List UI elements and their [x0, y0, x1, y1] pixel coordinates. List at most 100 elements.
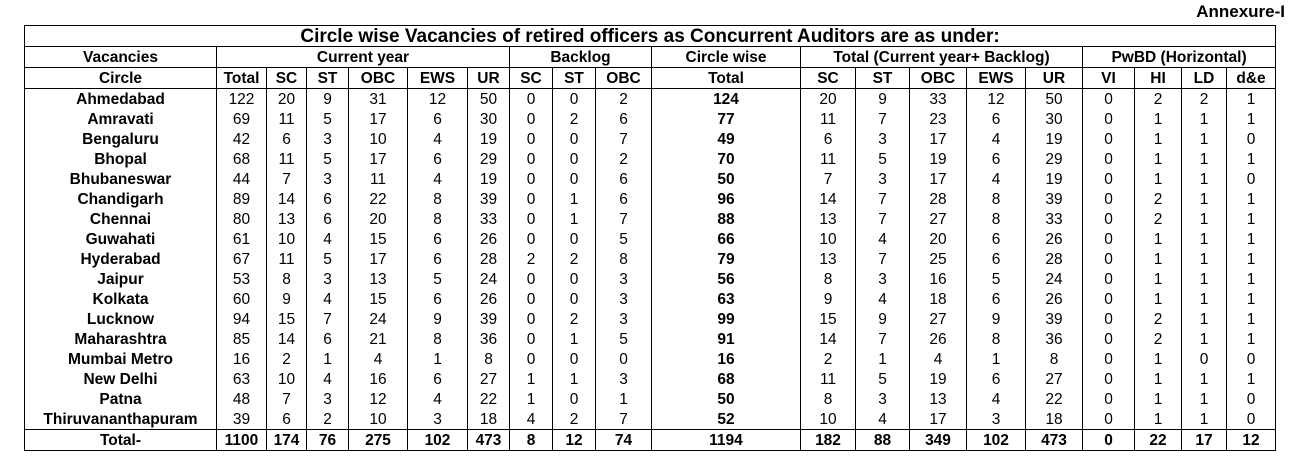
value-cell: 2: [1134, 309, 1182, 329]
value-cell: 89: [216, 189, 267, 209]
value-cell: 0: [552, 289, 596, 309]
value-cell: 1: [1134, 249, 1182, 269]
value-cell: 6: [407, 229, 468, 249]
value-cell: 1: [1181, 329, 1227, 349]
value-cell: 60: [216, 289, 267, 309]
header-total-group: Total (Current year+ Backlog): [800, 46, 1083, 68]
total-cell: 182: [800, 429, 856, 451]
value-cell: 20: [800, 88, 856, 109]
col-header: SC: [800, 67, 856, 89]
total-label: Total-: [24, 429, 217, 451]
col-header: d&e: [1225, 67, 1277, 89]
value-cell: 22: [1025, 389, 1083, 409]
value-cell: 1: [1181, 389, 1227, 409]
value-cell: 3: [407, 409, 468, 430]
value-cell: 26: [1025, 289, 1083, 309]
value-cell: 1: [552, 189, 596, 209]
table-title: Circle wise Vacancies of retired officer…: [23, 25, 1277, 47]
value-cell: 0: [1082, 329, 1135, 349]
value-cell: 2: [552, 249, 596, 269]
value-cell: 1: [1134, 129, 1182, 149]
value-cell: 1: [1225, 369, 1277, 389]
circle-wise-total-cell: 68: [651, 369, 801, 389]
value-cell: 22: [467, 389, 510, 409]
value-cell: 6: [407, 149, 468, 169]
value-cell: 4: [407, 129, 468, 149]
value-cell: 2: [595, 149, 652, 169]
value-cell: 2: [552, 309, 596, 329]
value-cell: 2: [1134, 329, 1182, 349]
value-cell: 1: [1225, 109, 1277, 129]
table-row: Bhopal 68 11 5 17 6 29 0 0 2 70 11 5 19 6 29 0 1 1 1: [24, 149, 1277, 169]
value-cell: 69: [216, 109, 267, 129]
value-cell: 44: [216, 169, 267, 189]
total-cell: 102: [966, 429, 1026, 451]
value-cell: 16: [216, 349, 267, 369]
value-cell: 8: [407, 189, 468, 209]
value-cell: 25: [909, 249, 967, 269]
value-cell: 0: [552, 169, 596, 189]
col-header: EWS: [407, 67, 468, 89]
value-cell: 1: [306, 349, 349, 369]
value-cell: 0: [1082, 169, 1135, 189]
value-cell: 4: [966, 129, 1026, 149]
value-cell: 0: [509, 329, 553, 349]
value-cell: 0: [552, 269, 596, 289]
value-cell: 1: [1134, 269, 1182, 289]
value-cell: 3: [855, 169, 910, 189]
circle-name: New Delhi: [24, 369, 217, 389]
total-cell: 1100: [216, 429, 267, 451]
value-cell: 1: [1134, 289, 1182, 309]
col-header: OBC: [595, 67, 652, 89]
value-cell: 6: [800, 129, 856, 149]
circle-name: Chandigarh: [24, 189, 217, 209]
circle-name: Patna: [24, 389, 217, 409]
value-cell: 5: [595, 229, 652, 249]
value-cell: 6: [595, 169, 652, 189]
total-row: Total- 1100 174 76 275 102 473 8 12 74 1194 182 88 34…: [24, 429, 1277, 451]
value-cell: 27: [909, 209, 967, 229]
value-cell: 8: [407, 329, 468, 349]
value-cell: 33: [467, 209, 510, 229]
table-row: Chennai 80 13 6 20 8 33 0 1 7 88 13 7 27 8 33 0 2 1 1: [24, 209, 1277, 229]
value-cell: 10: [800, 229, 856, 249]
value-cell: 19: [909, 369, 967, 389]
col-header: Total: [216, 67, 267, 89]
value-cell: 17: [909, 129, 967, 149]
value-cell: 1: [1181, 189, 1227, 209]
value-cell: 0: [1082, 129, 1135, 149]
value-cell: 1: [1134, 149, 1182, 169]
value-cell: 7: [855, 249, 910, 269]
value-cell: 4: [306, 229, 349, 249]
value-cell: 9: [306, 88, 349, 109]
value-cell: 1: [1225, 209, 1277, 229]
col-header: UR: [467, 67, 510, 89]
value-cell: 10: [266, 369, 307, 389]
value-cell: 18: [909, 289, 967, 309]
value-cell: 1: [1181, 229, 1227, 249]
value-cell: 7: [595, 129, 652, 149]
circle-wise-total-cell: 52: [651, 409, 801, 430]
value-cell: 8: [800, 269, 856, 289]
value-cell: 0: [1082, 229, 1135, 249]
value-cell: 6: [306, 329, 349, 349]
value-cell: 2: [800, 349, 856, 369]
value-cell: 19: [909, 149, 967, 169]
value-cell: 0: [509, 149, 553, 169]
value-cell: 31: [348, 88, 408, 109]
value-cell: 1: [509, 389, 553, 409]
value-cell: 26: [467, 289, 510, 309]
value-cell: 0: [552, 129, 596, 149]
value-cell: 1: [1181, 369, 1227, 389]
total-cell: 0: [1082, 429, 1135, 451]
value-cell: 8: [966, 189, 1026, 209]
value-cell: 22: [348, 189, 408, 209]
value-cell: 9: [407, 309, 468, 329]
value-cell: 0: [1082, 369, 1135, 389]
value-cell: 1: [1134, 369, 1182, 389]
value-cell: 39: [467, 189, 510, 209]
value-cell: 0: [1082, 269, 1135, 289]
circle-wise-total-cell: 70: [651, 149, 801, 169]
value-cell: 14: [266, 329, 307, 349]
value-cell: 7: [595, 409, 652, 430]
